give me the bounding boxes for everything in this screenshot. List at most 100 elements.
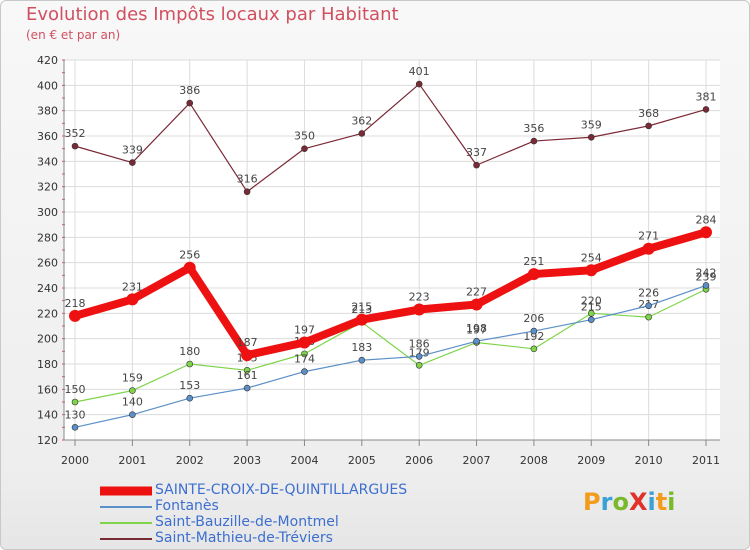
data-label-saint-mathieu: 368 <box>638 107 659 120</box>
data-label-fontanes: 130 <box>65 408 86 421</box>
chart-subtitle: (en € et par an) <box>26 28 121 42</box>
data-point-sainte-croix <box>241 349 254 362</box>
data-label-saint-mathieu: 337 <box>466 146 487 159</box>
data-label-saint-mathieu: 401 <box>409 65 430 78</box>
x-tick-label: 2008 <box>520 454 548 467</box>
y-tick-label: 120 <box>37 434 58 447</box>
data-point-saint-bauzille <box>243 367 251 374</box>
legend-swatch-sainte-croix <box>100 486 152 496</box>
data-point-saint-mathieu <box>473 161 480 169</box>
data-point-sainte-croix <box>585 264 598 277</box>
data-label-fontanes: 140 <box>122 396 143 409</box>
data-label-fontanes: 242 <box>696 266 717 279</box>
data-point-saint-mathieu <box>71 142 79 150</box>
x-tick-label: 2004 <box>290 454 318 467</box>
data-point-saint-bauzille <box>186 360 194 368</box>
data-label-saint-mathieu: 339 <box>122 144 143 157</box>
x-tick-label: 2001 <box>118 454 146 467</box>
data-label-fontanes: 226 <box>638 287 659 300</box>
data-label-saint-bauzille: 179 <box>409 346 430 359</box>
chart-title: Evolution des Impôts locaux par Habitant <box>26 4 399 25</box>
data-point-fontanes <box>129 411 136 418</box>
data-label-saint-bauzille: 159 <box>122 372 143 385</box>
data-point-saint-bauzille <box>301 350 308 358</box>
data-point-fontanes <box>415 353 423 360</box>
x-tick-label: 2010 <box>635 454 663 467</box>
proxiti-logo: ProXiti <box>583 488 676 516</box>
y-tick-label: 420 <box>37 54 58 67</box>
data-point-fontanes <box>473 337 480 345</box>
legend-label-fontanes: Fontanès <box>155 498 219 514</box>
data-label-saint-bauzille: 220 <box>581 294 602 307</box>
y-tick-label: 280 <box>37 231 58 244</box>
data-point-fontanes <box>530 327 538 335</box>
data-label-saint-mathieu: 362 <box>351 114 372 127</box>
data-label-saint-bauzille: 192 <box>523 330 544 343</box>
data-point-saint-mathieu <box>243 188 251 196</box>
data-point-saint-mathieu <box>129 159 136 166</box>
x-tick-label: 2006 <box>405 454 433 467</box>
data-point-saint-mathieu <box>301 145 308 152</box>
data-point-sainte-croix <box>642 242 655 255</box>
data-point-saint-mathieu <box>530 137 538 145</box>
y-tick-label: 140 <box>37 409 58 422</box>
data-point-fontanes <box>186 394 194 402</box>
data-label-sainte-croix: 251 <box>523 255 544 268</box>
data-label-fontanes: 206 <box>523 312 544 325</box>
data-label-sainte-croix: 218 <box>65 297 86 310</box>
y-tick-label: 220 <box>37 307 58 320</box>
data-label-fontanes: 161 <box>237 369 258 382</box>
data-label-sainte-croix: 271 <box>638 230 659 243</box>
data-point-sainte-croix <box>69 309 81 322</box>
y-tick-label: 320 <box>37 181 58 194</box>
data-point-saint-mathieu <box>358 130 366 137</box>
data-point-saint-mathieu <box>415 80 423 88</box>
y-tick-label: 360 <box>37 130 58 143</box>
line-chart: 120 140 160 180 200 220 240 260 280 300 320 340 360 3… <box>37 54 720 467</box>
plot-area <box>64 60 720 440</box>
legend-label-saint-mathieu: Saint-Mathieu-de-Tréviers <box>155 530 333 546</box>
x-tick-label: 2007 <box>463 454 491 467</box>
data-label-fontanes: 153 <box>179 379 200 392</box>
data-point-fontanes <box>301 368 308 375</box>
x-tick-label: 2011 <box>692 454 720 467</box>
data-label-saint-mathieu: 352 <box>65 127 86 140</box>
data-point-fontanes <box>702 282 710 289</box>
x-tick-label: 2002 <box>176 454 204 467</box>
data-label-sainte-croix: 231 <box>122 280 143 293</box>
y-tick-label: 400 <box>37 79 58 92</box>
data-label-sainte-croix: 215 <box>351 301 372 314</box>
data-point-saint-mathieu <box>186 99 194 107</box>
data-label-fontanes: 215 <box>581 301 602 314</box>
data-point-sainte-croix <box>700 226 712 239</box>
data-point-saint-bauzille <box>645 313 652 321</box>
data-label-saint-bauzille: 197 <box>466 323 487 336</box>
data-label-fontanes: 183 <box>351 341 372 354</box>
series-line-saint-mathieu <box>74 83 707 193</box>
y-tick-label: 260 <box>37 257 58 270</box>
x-tick-label: 2009 <box>577 454 605 467</box>
y-tick-label: 160 <box>37 383 58 396</box>
data-point-fontanes <box>587 316 595 323</box>
data-point-sainte-croix <box>183 261 196 274</box>
data-point-sainte-croix <box>470 298 483 311</box>
data-point-sainte-croix <box>527 268 540 281</box>
data-point-saint-bauzille <box>415 361 423 369</box>
data-label-saint-mathieu: 356 <box>523 122 544 135</box>
data-point-saint-bauzille <box>129 387 136 394</box>
data-point-saint-mathieu <box>587 133 595 141</box>
data-point-saint-bauzille <box>71 398 79 406</box>
data-point-saint-bauzille <box>587 310 595 317</box>
data-label-sainte-croix: 254 <box>581 251 602 264</box>
data-label-saint-mathieu: 386 <box>179 84 200 97</box>
data-label-saint-bauzille: 150 <box>65 383 86 396</box>
y-tick-label: 340 <box>37 155 58 168</box>
data-label-fontanes: 186 <box>409 337 430 350</box>
data-point-sainte-croix <box>413 303 426 316</box>
series-line-fontanes <box>74 284 707 428</box>
data-point-fontanes <box>71 424 79 431</box>
data-label-sainte-croix: 223 <box>409 291 430 304</box>
data-label-sainte-croix: 256 <box>179 249 200 262</box>
series-line-saint-bauzille <box>74 288 707 403</box>
data-point-fontanes <box>243 384 251 392</box>
